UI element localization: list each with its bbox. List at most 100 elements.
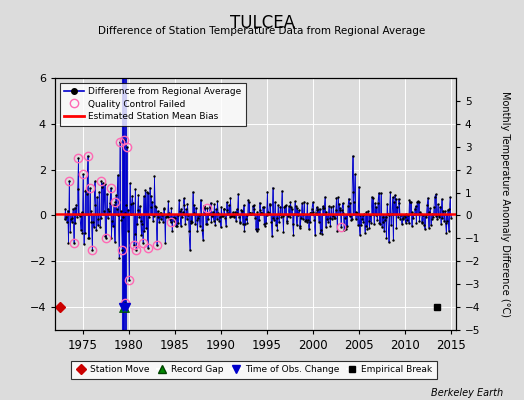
Point xyxy=(434,201,442,208)
Point xyxy=(91,202,100,208)
Point xyxy=(342,224,351,231)
Point xyxy=(102,235,110,242)
Point xyxy=(356,212,365,218)
Point xyxy=(80,230,89,236)
Point xyxy=(101,181,109,187)
Point xyxy=(63,207,72,214)
Point xyxy=(401,214,409,220)
Point xyxy=(205,204,214,210)
Point xyxy=(271,222,280,228)
Point xyxy=(162,214,170,220)
Point xyxy=(213,198,222,204)
Point xyxy=(135,214,143,220)
Point xyxy=(150,173,159,180)
Point xyxy=(242,216,250,222)
Point xyxy=(436,220,445,227)
Point xyxy=(84,235,93,242)
Point xyxy=(394,214,402,220)
Point xyxy=(152,242,161,248)
Point xyxy=(396,216,405,222)
Point xyxy=(438,215,446,221)
Point xyxy=(115,254,123,261)
Point xyxy=(206,200,215,206)
Point xyxy=(175,196,183,203)
Point xyxy=(121,210,129,216)
Point xyxy=(314,218,323,225)
Point xyxy=(424,224,433,231)
Point xyxy=(306,209,314,216)
Point xyxy=(240,227,248,234)
Point xyxy=(372,204,380,210)
Point xyxy=(137,232,146,238)
Point xyxy=(354,222,362,228)
Point xyxy=(309,209,318,215)
Point xyxy=(112,192,121,198)
Point xyxy=(264,209,272,216)
Point xyxy=(107,235,116,241)
Point xyxy=(366,212,375,218)
Point xyxy=(62,214,70,220)
Point xyxy=(399,215,408,221)
Point xyxy=(298,200,306,207)
Point xyxy=(308,206,316,212)
Point xyxy=(347,216,356,222)
Point xyxy=(283,218,291,224)
Point xyxy=(173,212,182,218)
Point xyxy=(136,203,144,210)
Point xyxy=(243,220,252,226)
Point xyxy=(129,242,138,248)
Point xyxy=(424,194,432,201)
Point xyxy=(312,210,320,216)
Point xyxy=(266,202,275,208)
Point xyxy=(248,203,257,209)
Point xyxy=(146,192,155,199)
Point xyxy=(215,218,223,224)
Point xyxy=(340,227,348,234)
Point xyxy=(403,216,411,223)
Point xyxy=(90,224,98,230)
Point xyxy=(244,197,253,203)
Point xyxy=(289,232,298,239)
Point xyxy=(290,211,299,218)
Point xyxy=(370,221,378,228)
Point xyxy=(294,207,303,214)
Point xyxy=(373,217,381,224)
Point xyxy=(360,210,368,217)
Point xyxy=(253,208,261,215)
Point xyxy=(292,222,301,228)
Point xyxy=(281,202,290,209)
Point xyxy=(312,204,321,210)
Point xyxy=(284,213,292,220)
Point xyxy=(73,214,81,220)
Point xyxy=(271,199,279,205)
Point xyxy=(93,222,102,228)
Point xyxy=(355,232,364,238)
Point xyxy=(285,203,293,209)
Point xyxy=(332,194,341,201)
Point xyxy=(93,194,101,200)
Point xyxy=(225,214,234,220)
Point xyxy=(94,216,103,222)
Point xyxy=(70,240,78,246)
Point xyxy=(282,220,291,226)
Point xyxy=(92,227,100,234)
Point xyxy=(420,222,428,228)
Point xyxy=(161,240,169,246)
Point xyxy=(144,244,152,251)
Point xyxy=(266,200,274,207)
Point xyxy=(202,221,210,227)
Point xyxy=(67,216,75,222)
Point xyxy=(300,198,309,205)
Point xyxy=(73,186,82,192)
Point xyxy=(372,212,380,218)
Point xyxy=(347,217,355,224)
Point xyxy=(335,201,343,207)
Point xyxy=(417,211,425,218)
Point xyxy=(323,215,332,222)
Point xyxy=(116,208,125,214)
Point xyxy=(334,194,342,200)
Point xyxy=(198,227,206,234)
Point xyxy=(397,212,405,218)
Point xyxy=(193,227,202,234)
Point xyxy=(212,216,221,222)
